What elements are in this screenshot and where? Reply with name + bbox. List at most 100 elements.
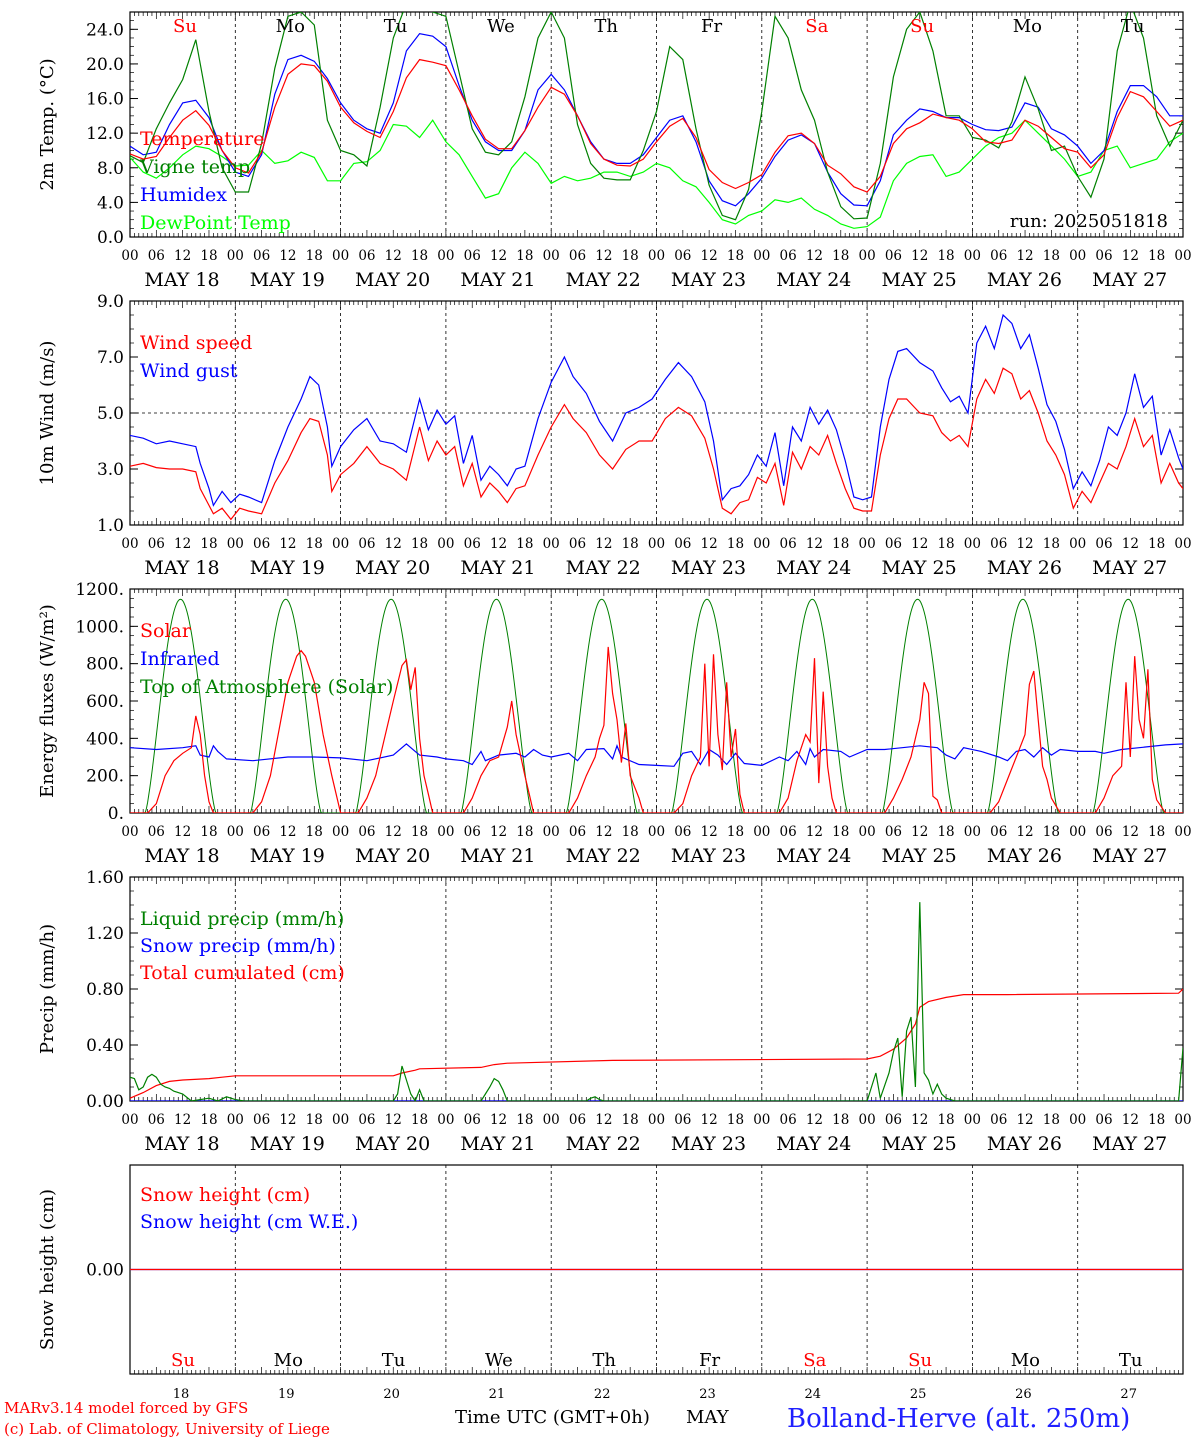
weekday-label: Tu: [1119, 1350, 1143, 1371]
y-tick-label: 8.0: [97, 159, 124, 179]
y-tick-label: 3.0: [97, 460, 124, 480]
date-label: MAY 22: [566, 269, 641, 291]
hour-label: 18: [516, 1112, 533, 1128]
hour-label: 12: [279, 824, 296, 840]
hour-label: 00: [964, 824, 981, 840]
hour-label: 18: [306, 536, 323, 552]
date-label: MAY 24: [776, 557, 851, 579]
hour-label: 00: [648, 536, 665, 552]
hour-label: 12: [806, 536, 823, 552]
hour-label: 00: [753, 248, 770, 264]
hour-label: 18: [306, 1112, 323, 1128]
y-axis-label: Snow height (cm): [37, 1189, 58, 1350]
y-tick-label: 16.0: [86, 90, 124, 110]
hour-label: 00: [437, 824, 454, 840]
hour-label: 00: [332, 824, 349, 840]
panel-frame: [129, 588, 1184, 814]
hour-label: 18: [622, 1112, 639, 1128]
date-label: MAY 26: [987, 845, 1062, 867]
hour-label: 00: [227, 536, 244, 552]
hour-label: 00: [753, 1112, 770, 1128]
y-axis-label: Precip (mm/h): [37, 924, 58, 1054]
date-label: MAY 23: [671, 1133, 746, 1155]
hour-label: 00: [437, 536, 454, 552]
weekday-label: Sa: [805, 16, 828, 37]
hour-label: 18: [411, 248, 428, 264]
hour-label: 06: [885, 824, 902, 840]
hour-label: 00: [859, 824, 876, 840]
hour-label: 12: [1016, 1112, 1033, 1128]
hour-label: 12: [174, 824, 191, 840]
date-label: MAY 25: [882, 1133, 957, 1155]
model-credit: MARv3.14 model forced by GFS: [4, 1399, 248, 1417]
date-label: MAY 24: [776, 1133, 851, 1155]
hour-label: 06: [885, 536, 902, 552]
hour-label: 06: [253, 824, 270, 840]
date-label: MAY 25: [882, 269, 957, 291]
hour-label: 06: [674, 248, 691, 264]
hour-label: 00: [859, 536, 876, 552]
weekday-label: Su: [910, 16, 934, 37]
hour-label: 06: [780, 536, 797, 552]
hour-label: 00: [753, 536, 770, 552]
hour-label: 12: [595, 248, 612, 264]
hour-label: 12: [701, 824, 718, 840]
hour-label: 18: [411, 1112, 428, 1128]
hour-label: 12: [911, 1112, 928, 1128]
hour-label: 00: [437, 248, 454, 264]
y-tick-label: 0.0: [97, 228, 124, 248]
weekday-label: Fr: [701, 16, 722, 37]
hour-label: 12: [174, 248, 191, 264]
hour-label: 18: [200, 1112, 217, 1128]
hour-label: 18: [937, 248, 954, 264]
y-axis-label: Energy fluxes (W/m²): [37, 604, 58, 798]
hour-label: 12: [490, 248, 507, 264]
legend-entry: Solar: [140, 620, 192, 642]
legend-entry: Snow height (cm): [140, 1184, 310, 1206]
time-axis-label: Time UTC (GMT+0h): [455, 1407, 650, 1428]
hour-label: 18: [832, 1112, 849, 1128]
day-number: 25: [910, 1387, 927, 1402]
hour-label: 00: [964, 536, 981, 552]
hour-label: 00: [332, 1112, 349, 1128]
hour-label: 06: [1095, 248, 1112, 264]
legend-entry: Snow precip (mm/h): [140, 935, 336, 957]
hour-label: 00: [332, 248, 349, 264]
date-label: MAY 18: [144, 557, 219, 579]
hour-label: 06: [358, 248, 375, 264]
hour-label: 12: [595, 1112, 612, 1128]
date-label: MAY 26: [987, 557, 1062, 579]
legend-entry: Top of Atmosphere (Solar): [140, 676, 393, 698]
date-label: MAY 22: [566, 557, 641, 579]
y-tick-label: 1.0: [97, 516, 124, 536]
hour-label: 06: [464, 248, 481, 264]
y-tick-label: 400.: [86, 729, 124, 749]
hour-label: 12: [806, 824, 823, 840]
hour-label: 18: [200, 536, 217, 552]
weekday-label: Fr: [699, 1350, 720, 1371]
hour-label: 00: [332, 536, 349, 552]
hour-label: 00: [859, 1112, 876, 1128]
hour-label: 12: [595, 824, 612, 840]
date-label: MAY 25: [882, 557, 957, 579]
date-label: MAY 21: [460, 845, 535, 867]
y-tick-label: 1.60: [86, 868, 124, 888]
hour-label: 06: [674, 536, 691, 552]
day-number: 27: [1120, 1387, 1137, 1402]
hour-label: 00: [648, 824, 665, 840]
legend-entry: Infrared: [140, 648, 220, 670]
hour-label: 00: [1174, 824, 1191, 840]
hour-label: 12: [1016, 248, 1033, 264]
y-tick-label: 5.0: [97, 404, 124, 424]
hour-label: 06: [885, 248, 902, 264]
hour-label: 00: [121, 824, 138, 840]
hour-label: 12: [385, 1112, 402, 1128]
panel-4: 0.00 0.40 0.80 1.20 1.60 Precip (mm/h) Liquid …: [37, 868, 1192, 1155]
hour-label: 18: [516, 824, 533, 840]
weekday-label: Th: [594, 16, 618, 37]
hour-label: 00: [543, 824, 560, 840]
hour-label: 12: [174, 1112, 191, 1128]
hour-label: 18: [832, 536, 849, 552]
hour-label: 00: [1174, 248, 1191, 264]
hour-label: 12: [1122, 536, 1139, 552]
